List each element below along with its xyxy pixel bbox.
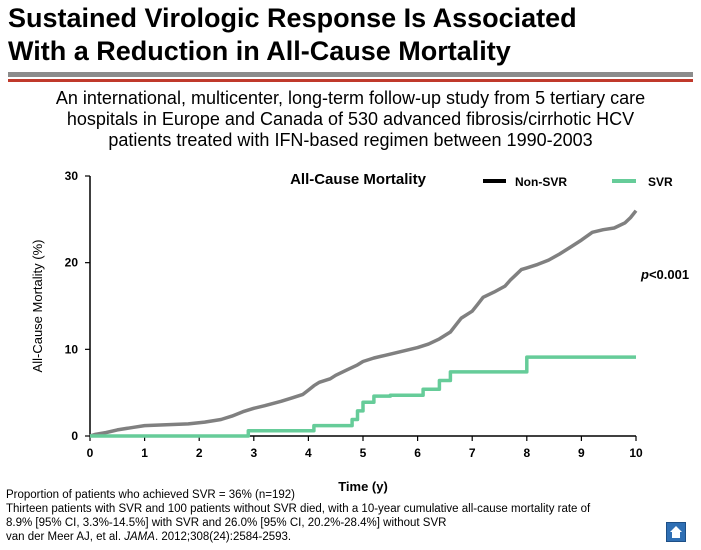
title-divider-dark <box>8 72 693 77</box>
subtitle-line-2: hospitals in Europe and Canada of 530 ad… <box>66 109 635 129</box>
home-button[interactable] <box>666 522 686 542</box>
slide-title-line-1: Sustained Virologic Response Is Associat… <box>8 3 577 33</box>
x-tick-label: 10 <box>629 446 643 460</box>
x-tick-label: 8 <box>523 446 530 460</box>
home-icon <box>670 526 682 538</box>
footnote-line-3: 8.9% [95% CI, 3.3%-14.5%] with SVR and 2… <box>6 517 447 529</box>
citation-journal: JAMA <box>124 531 155 543</box>
x-tick-label: 2 <box>196 446 203 460</box>
y-tick-label: 30 <box>65 169 79 183</box>
slide-title-line-2: With a Reduction in All-Cause Mortality <box>8 36 511 66</box>
x-tick-label: 3 <box>250 446 257 460</box>
chart-axes <box>89 176 636 437</box>
slide-title: Sustained Virologic Response Is Associat… <box>8 2 698 68</box>
x-tick-label: 4 <box>305 446 312 460</box>
chart-ticks: 0 10 20 30 0 1 2 3 4 5 6 7 8 9 10 <box>65 169 643 460</box>
chart-series <box>89 209 638 438</box>
title-divider-red <box>8 79 693 82</box>
y-axis-label: All-Cause Mortality (%) <box>30 240 45 373</box>
x-tick-label: 9 <box>578 446 585 460</box>
x-tick-label: 6 <box>414 446 421 460</box>
x-tick-label: 1 <box>141 446 148 460</box>
y-tick-label: 10 <box>65 342 79 356</box>
chart-title: All-Cause Mortality <box>290 171 427 188</box>
y-tick-label: 0 <box>71 429 78 443</box>
legend-label-non-svr: Non-SVR <box>515 175 567 189</box>
footnote-line-1: Proportion of patients who achieved SVR … <box>6 489 295 501</box>
legend-label-svr: SVR <box>648 175 673 189</box>
p-value-annotation: p<0.001 <box>640 267 689 282</box>
p-value-symbol: p <box>640 267 649 282</box>
x-axis-label: Time (y) <box>338 479 388 494</box>
subtitle-line-1: An international, multicenter, long-term… <box>55 88 646 108</box>
citation: van der Meer AJ, et al. JAMA. 2012;308(2… <box>6 530 291 544</box>
citation-authors: van der Meer AJ, et al. <box>6 531 125 543</box>
citation-details: . 2012;308(24):2584-2593. <box>154 531 292 543</box>
x-tick-label: 7 <box>469 446 476 460</box>
subtitle-line-3: patients treated with IFN-based regimen … <box>108 130 593 150</box>
slide-subtitle: An international, multicenter, long-term… <box>0 88 701 151</box>
p-value-number: <0.001 <box>649 267 689 282</box>
svr-curve <box>90 355 636 438</box>
x-tick-label: 0 <box>87 446 94 460</box>
x-tick-label: 5 <box>360 446 367 460</box>
y-tick-label: 20 <box>65 256 79 270</box>
footnote-line-2: Thirteen patients with SVR and 100 patie… <box>6 503 591 515</box>
chart-legend: Non-SVR SVR <box>483 175 673 189</box>
non-svr-curve <box>89 209 638 438</box>
